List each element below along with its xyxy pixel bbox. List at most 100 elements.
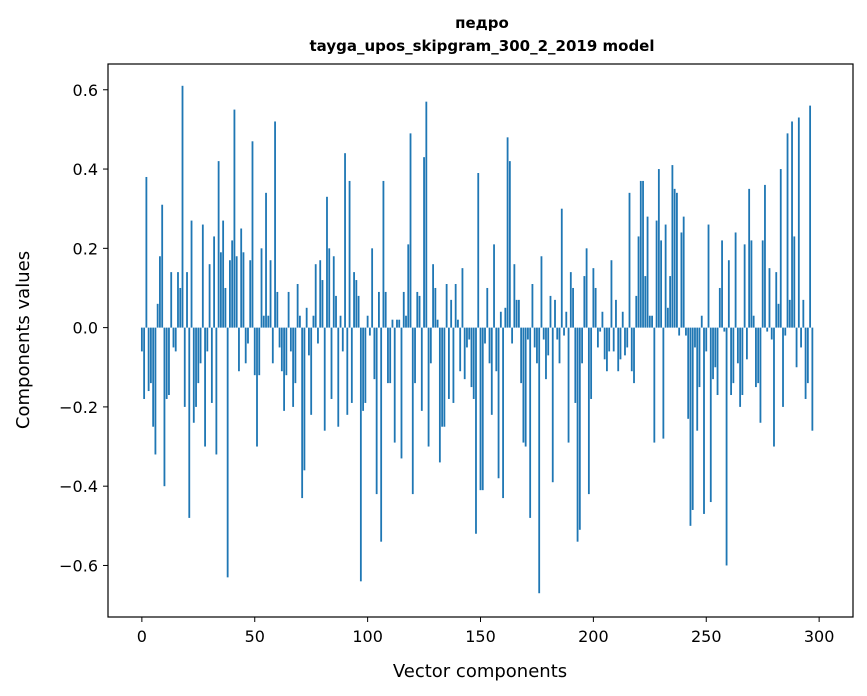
bar-13 [170, 272, 173, 328]
chart-title-line-1: педро [455, 14, 509, 32]
bar-187 [563, 327, 565, 336]
bar-108 [384, 291, 387, 328]
bar-247 [698, 327, 701, 388]
x-tick-label-50: 50 [245, 627, 265, 646]
bar-257 [721, 240, 723, 328]
bar-159 [499, 311, 502, 328]
bar-89 [341, 327, 344, 352]
bar-219 [635, 295, 638, 328]
bar-127 [427, 327, 430, 447]
bar-124 [420, 327, 423, 411]
bar-38 [226, 327, 229, 578]
bar-22 [190, 220, 193, 328]
bar-17 [179, 287, 182, 328]
bar-54 [262, 315, 265, 328]
bar-202 [596, 327, 599, 348]
bar-24 [195, 327, 197, 407]
bar-76 [312, 315, 315, 328]
bar-115 [400, 327, 403, 459]
bar-285 [784, 327, 787, 336]
bar-161 [504, 307, 507, 328]
bar-196 [583, 276, 586, 328]
bar-223 [644, 276, 647, 328]
bar-99 [364, 327, 367, 403]
bar-153 [486, 287, 489, 328]
bar-291 [797, 117, 800, 328]
bar-105 [378, 291, 380, 328]
bar-8 [159, 256, 161, 328]
x-tick-label-0: 0 [137, 627, 147, 646]
y-tick-label-5: 0.4 [73, 160, 98, 179]
bar-286 [786, 133, 789, 328]
bar-184 [556, 327, 559, 340]
bar-15 [174, 327, 177, 352]
x-tick-label-100: 100 [352, 627, 383, 646]
bar-110 [389, 327, 392, 384]
bar-212 [619, 327, 622, 360]
bar-282 [777, 303, 780, 328]
bar-23 [192, 327, 195, 423]
bar-157 [495, 327, 498, 372]
bar-244 [691, 327, 694, 510]
bar-208 [610, 260, 613, 328]
x-axis-ticks: 0 50 100 150 200 250 300 [137, 617, 835, 646]
bar-28 [204, 327, 206, 447]
bar-82 [326, 196, 328, 328]
x-tick-label-300: 300 [804, 627, 835, 646]
bar-297 [811, 327, 814, 431]
bar-88 [339, 315, 342, 328]
bar-5 [152, 327, 155, 427]
bar-216 [628, 192, 631, 328]
bar-11 [165, 327, 168, 399]
bar-152 [484, 327, 486, 344]
bar-148 [475, 327, 477, 534]
bar-183 [554, 299, 556, 328]
bar-281 [775, 272, 778, 328]
bar-227 [653, 327, 656, 443]
bar-61 [278, 327, 281, 348]
bar-214 [624, 327, 626, 356]
bar-155 [490, 327, 493, 415]
bar-94 [353, 272, 355, 328]
bar-85 [332, 256, 335, 328]
bar-190 [569, 272, 572, 328]
bar-123 [418, 295, 421, 328]
bar-284 [782, 327, 784, 407]
bar-150 [479, 327, 482, 491]
bar-206 [606, 327, 608, 372]
bar-87 [337, 327, 340, 427]
bar-198 [587, 327, 590, 495]
bar-20 [186, 272, 188, 328]
bar-158 [497, 327, 500, 479]
bar-266 [741, 327, 744, 396]
bar-203 [599, 327, 602, 332]
bar-213 [621, 311, 624, 328]
bar-143 [463, 327, 466, 380]
bar-34 [217, 161, 220, 328]
bar-163 [508, 161, 511, 328]
bar-92 [348, 180, 351, 328]
bar-12 [168, 327, 170, 396]
bar-209 [612, 327, 615, 352]
bar-151 [481, 327, 484, 491]
bar-29 [206, 327, 209, 352]
bar-270 [750, 240, 753, 328]
bar-59 [274, 121, 276, 328]
bar-26 [199, 327, 202, 364]
bar-283 [779, 169, 782, 328]
bar-62 [280, 327, 283, 372]
x-tick-label-250: 250 [691, 627, 722, 646]
bar-138 [452, 327, 455, 403]
bar-142 [461, 268, 464, 328]
bar-44 [240, 228, 243, 328]
bar-74 [308, 327, 310, 356]
bar-288 [791, 121, 793, 328]
bar-21 [188, 327, 191, 518]
bar-4 [149, 327, 152, 384]
bar-52 [258, 327, 261, 376]
bar-290 [795, 327, 798, 368]
bar-272 [755, 327, 757, 388]
bar-295 [806, 327, 809, 384]
bar-226 [651, 315, 653, 328]
